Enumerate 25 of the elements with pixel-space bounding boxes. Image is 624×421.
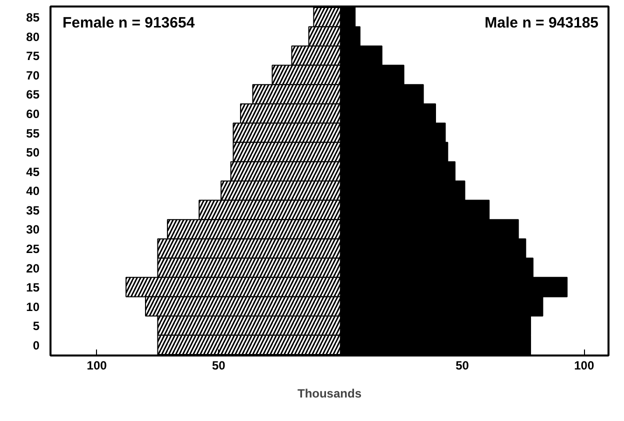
y-tick-label: 15 [26, 280, 40, 295]
annotation: Male n = 943185 [484, 14, 598, 32]
y-tick-label: 5 [32, 319, 40, 334]
y-tick-label: 45 [26, 164, 40, 179]
x-tick-label: 50 [456, 358, 470, 372]
y-tick-label: 50 [26, 146, 40, 160]
y-tick-label: 75 [26, 49, 40, 64]
y-tick-label: 55 [26, 126, 40, 140]
y-tick-label: 35 [26, 203, 40, 218]
y-tick-label: 30 [26, 222, 40, 237]
y-tick-label: 10 [26, 300, 40, 314]
y-tick-label: 85 [26, 10, 40, 25]
y-tick-label: 65 [26, 88, 40, 102]
y-tick-label: 70 [26, 68, 40, 82]
y-tick-label: 20 [26, 261, 40, 276]
y-tick-label: 40 [26, 184, 40, 198]
x-tick-label: 100 [574, 358, 594, 372]
y-tick-label: 60 [26, 107, 40, 122]
y-tick-label: 25 [26, 242, 40, 256]
x-tick-label: 100 [86, 358, 108, 372]
annotation: Female n = 913654 [62, 14, 196, 32]
y-tick-label: 0 [32, 338, 40, 352]
x-axis-title: Thousands [298, 386, 362, 400]
x-tick-label: 50 [212, 358, 226, 372]
y-tick-label: 80 [26, 30, 40, 44]
